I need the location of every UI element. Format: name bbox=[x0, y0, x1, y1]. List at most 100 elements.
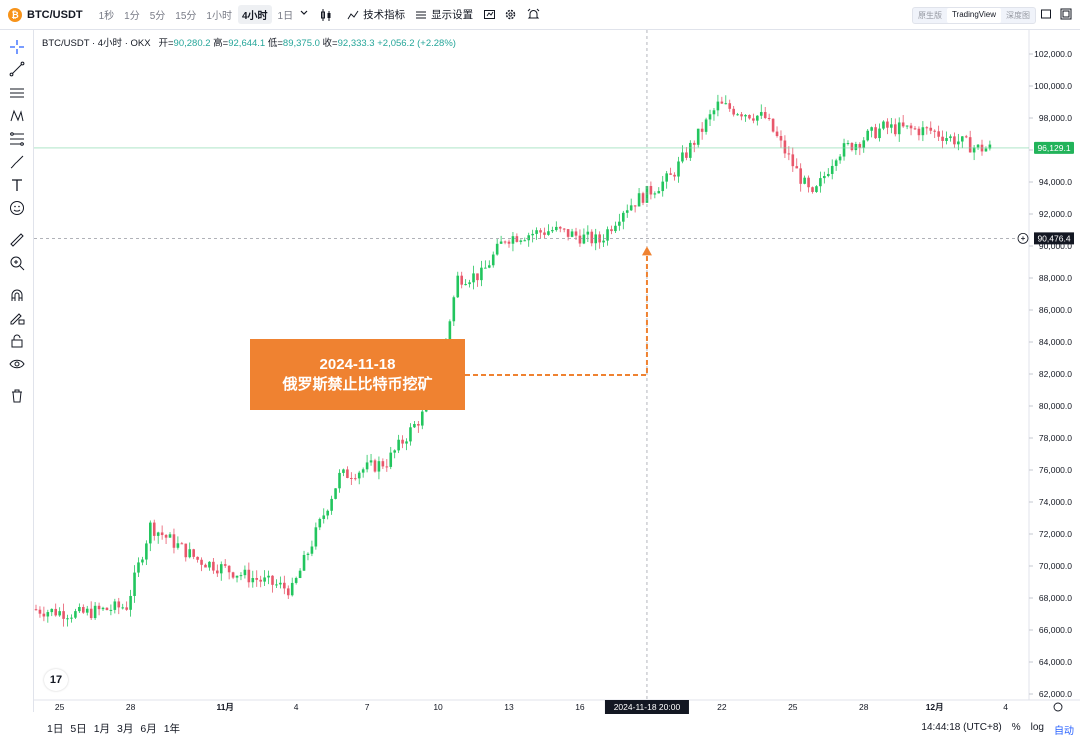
candlestick-chart[interactable]: 102,000.0100,000.098,000.096,000.094,000… bbox=[34, 30, 1080, 716]
interval-1s[interactable]: 1秒 bbox=[98, 11, 115, 22]
lock-pencil-icon[interactable] bbox=[8, 309, 26, 327]
range-list: 1日 5日 1月 3月 6月 1年 bbox=[40, 721, 180, 736]
gear-icon[interactable] bbox=[504, 8, 517, 21]
snapshot-icon[interactable] bbox=[1060, 8, 1072, 20]
view-depth[interactable]: 深度图 bbox=[1006, 11, 1030, 20]
display-settings-label: 显示设置 bbox=[431, 9, 474, 21]
candle-body bbox=[763, 112, 767, 118]
candle-body bbox=[677, 161, 680, 177]
candle-body bbox=[365, 462, 369, 470]
candle-body bbox=[219, 564, 223, 574]
range-1d[interactable]: 1日 bbox=[47, 723, 64, 735]
eye-icon[interactable] bbox=[8, 355, 26, 373]
candle-body bbox=[54, 608, 58, 616]
auto-toggle[interactable]: 自动 bbox=[1054, 726, 1074, 737]
parallel-lines-icon[interactable] bbox=[8, 84, 26, 102]
clock[interactable]: 14:44:18 (UTC+8) bbox=[921, 722, 1002, 733]
candle-body bbox=[811, 187, 814, 192]
interval-1m[interactable]: 1分 bbox=[124, 11, 140, 22]
candle-body bbox=[117, 601, 121, 608]
range-3m[interactable]: 3月 bbox=[117, 723, 134, 735]
interval-4h[interactable]: 4小时 bbox=[237, 5, 272, 24]
interval-1d[interactable]: 1日 bbox=[277, 11, 294, 22]
fullscreen-icon[interactable] bbox=[1040, 8, 1052, 20]
candle-type-icon[interactable] bbox=[319, 8, 333, 22]
interval-1h[interactable]: 1小时 bbox=[206, 11, 232, 22]
candle-body bbox=[495, 243, 499, 255]
candle-body bbox=[685, 152, 688, 158]
candle-body bbox=[527, 235, 531, 241]
candle-body bbox=[712, 110, 716, 115]
candle-body bbox=[373, 460, 377, 472]
interval-5m[interactable]: 5分 bbox=[149, 11, 166, 22]
candle-body bbox=[937, 131, 940, 137]
text-icon[interactable] bbox=[8, 176, 26, 194]
legend-low: 89,375.0 bbox=[282, 38, 320, 49]
range-5d[interactable]: 5日 bbox=[70, 723, 87, 735]
view-tradingview[interactable]: TradingView bbox=[946, 8, 1001, 23]
range-1y[interactable]: 1年 bbox=[163, 723, 181, 735]
magnet-icon[interactable] bbox=[8, 286, 26, 304]
range-1m[interactable]: 1月 bbox=[93, 723, 111, 735]
indicators-button[interactable]: 技术指标 bbox=[347, 7, 405, 22]
tradingview-logo-icon[interactable]: 17 bbox=[44, 669, 68, 691]
candle-body bbox=[156, 532, 160, 536]
bottom-right: 14:44:18 (UTC+8) % log 自动 bbox=[921, 722, 1074, 737]
symbol-name[interactable]: BTC/USDT bbox=[27, 8, 83, 21]
lock-icon[interactable] bbox=[8, 332, 26, 350]
axis-settings-icon[interactable] bbox=[1053, 702, 1063, 712]
trend-line-icon[interactable] bbox=[8, 60, 26, 78]
time-tick-label: 11月 bbox=[216, 702, 234, 712]
zoom-in-icon[interactable] bbox=[8, 254, 26, 272]
top-toolbar: ₿ BTC/USDT 1秒 1分 5分 15分 1小时 4小时 1日 技术指标 … bbox=[0, 0, 1080, 30]
candle-body bbox=[58, 611, 61, 616]
compare-icon[interactable] bbox=[483, 8, 496, 21]
candle-body bbox=[176, 543, 180, 548]
candle-body bbox=[779, 136, 783, 141]
percent-toggle[interactable]: % bbox=[1011, 722, 1021, 733]
price-tick-label: 100,000.0 bbox=[1034, 81, 1072, 91]
price-tick-label: 70,000.0 bbox=[1039, 561, 1072, 571]
candle-body bbox=[484, 267, 487, 269]
candle-body bbox=[145, 543, 148, 560]
candle-body bbox=[783, 140, 787, 154]
fib-icon[interactable] bbox=[8, 130, 26, 148]
candle-body bbox=[854, 144, 858, 151]
candle-body bbox=[925, 127, 929, 129]
candle-body bbox=[180, 543, 184, 545]
alert-icon[interactable] bbox=[527, 8, 540, 21]
candle-body bbox=[452, 297, 456, 322]
legend-open: 90,280.2 bbox=[173, 38, 211, 49]
candle-body bbox=[200, 559, 203, 565]
emoji-icon[interactable] bbox=[8, 199, 26, 217]
candle-body bbox=[464, 284, 467, 286]
crosshair-icon[interactable] bbox=[8, 38, 26, 56]
chart-legend: BTC/USDT · 4小时 · OKX 开=90,280.2 高=92,644… bbox=[42, 35, 456, 49]
candle-body bbox=[799, 168, 802, 184]
interval-15m[interactable]: 15分 bbox=[175, 11, 197, 22]
candle-body bbox=[227, 565, 231, 573]
candle-body bbox=[673, 174, 676, 177]
ruler-icon[interactable] bbox=[8, 231, 26, 249]
candle-body bbox=[188, 549, 192, 558]
candle-body bbox=[897, 122, 901, 135]
brush-icon[interactable] bbox=[8, 153, 26, 171]
candle-body bbox=[164, 535, 168, 538]
candle-body bbox=[531, 233, 534, 236]
candle-body bbox=[105, 607, 109, 611]
display-settings-button[interactable]: 显示设置 bbox=[415, 7, 473, 22]
pattern-icon[interactable] bbox=[8, 107, 26, 125]
candle-body bbox=[133, 572, 136, 596]
range-6m[interactable]: 6月 bbox=[140, 723, 157, 735]
candle-body bbox=[716, 101, 720, 111]
time-tick-label: 28 bbox=[126, 702, 136, 712]
candle-body bbox=[957, 141, 960, 145]
candle-body bbox=[93, 605, 97, 619]
candle-body bbox=[901, 122, 905, 127]
view-native[interactable]: 原生版 bbox=[917, 11, 942, 20]
chevron-down-icon[interactable] bbox=[299, 5, 309, 21]
log-toggle[interactable]: log bbox=[1030, 722, 1044, 733]
trash-icon[interactable] bbox=[8, 387, 26, 405]
candle-body bbox=[243, 569, 247, 576]
candle-body bbox=[472, 273, 475, 283]
